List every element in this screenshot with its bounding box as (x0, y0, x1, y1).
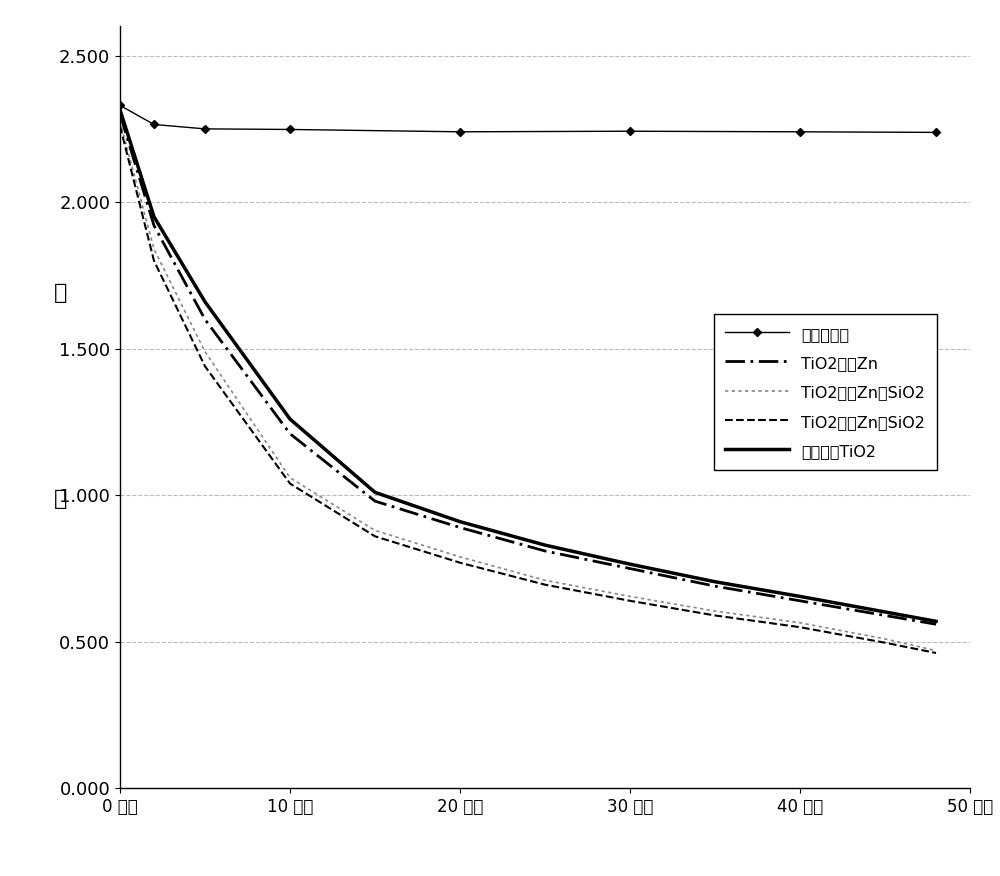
Line: 未掺杂的TiO2: 未掺杂的TiO2 (120, 110, 936, 621)
TiO2，低Zn (284, 428, 296, 439)
TiO2，低Zn (199, 314, 211, 325)
TiO2，低Zn，SiO2 (148, 244, 160, 254)
TiO2，低Zn (539, 546, 551, 556)
TiO2，低Zn，SiO2 (879, 633, 891, 644)
无纳米涂层 (114, 100, 126, 110)
Legend: 无纳米涂层, TiO2，低Zn, TiO2，低Zn，SiO2, TiO2，高Zn，SiO2, 未掺杂的TiO2: 无纳米涂层, TiO2，低Zn, TiO2，低Zn，SiO2, TiO2，高Zn… (714, 314, 937, 470)
TiO2，高Zn，SiO2 (930, 647, 942, 658)
未掺杂的TiO2 (709, 576, 721, 587)
无纳米涂层 (284, 124, 296, 135)
TiO2，低Zn，SiO2 (709, 606, 721, 617)
TiO2，低Zn，SiO2 (930, 646, 942, 656)
TiO2，高Zn，SiO2 (879, 638, 891, 648)
TiO2，高Zn，SiO2 (539, 579, 551, 590)
未掺杂的TiO2 (284, 413, 296, 424)
TiO2，低Zn，SiO2 (539, 575, 551, 585)
TiO2，高Zn，SiO2 (114, 121, 126, 131)
TiO2，高Zn，SiO2 (709, 611, 721, 621)
TiO2，低Zn (454, 522, 466, 533)
TiO2，低Zn (148, 221, 160, 231)
TiO2，低Zn (709, 581, 721, 591)
无纳米涂层 (199, 124, 211, 134)
未掺杂的TiO2 (624, 559, 636, 569)
TiO2，低Zn (114, 109, 126, 119)
TiO2，低Zn (624, 563, 636, 574)
Line: TiO2，低Zn，SiO2: TiO2，低Zn，SiO2 (120, 122, 936, 651)
未掺杂的TiO2 (930, 616, 942, 626)
未掺杂的TiO2 (114, 104, 126, 115)
TiO2，低Zn (794, 596, 806, 606)
TiO2，高Zn，SiO2 (624, 596, 636, 606)
未掺杂的TiO2 (454, 517, 466, 527)
TiO2，低Zn，SiO2 (794, 618, 806, 628)
TiO2，低Zn，SiO2 (114, 117, 126, 127)
Text: 收: 收 (54, 283, 67, 303)
无纳米涂层 (454, 126, 466, 137)
TiO2，高Zn，SiO2 (148, 256, 160, 266)
TiO2，高Zn，SiO2 (794, 622, 806, 632)
无纳米涂层 (794, 126, 806, 137)
未掺杂的TiO2 (539, 540, 551, 550)
Line: TiO2，高Zn，SiO2: TiO2，高Zn，SiO2 (120, 126, 936, 653)
TiO2，低Zn，SiO2 (624, 591, 636, 602)
TiO2，高Zn，SiO2 (369, 531, 381, 541)
TiO2，低Zn (930, 619, 942, 630)
TiO2，低Zn，SiO2 (284, 472, 296, 483)
TiO2，高Zn，SiO2 (284, 478, 296, 489)
Line: 无纳米涂层: 无纳米涂层 (117, 102, 939, 135)
TiO2，低Zn (879, 611, 891, 621)
TiO2，高Zn，SiO2 (199, 361, 211, 371)
Line: TiO2，低Zn: TiO2，低Zn (120, 114, 936, 625)
未掺杂的TiO2 (199, 297, 211, 307)
未掺杂的TiO2 (369, 487, 381, 498)
无纳米涂层 (930, 127, 942, 138)
TiO2，低Zn，SiO2 (199, 346, 211, 357)
未掺杂的TiO2 (794, 591, 806, 602)
TiO2，低Zn，SiO2 (369, 526, 381, 536)
Text: 吸: 吸 (54, 489, 67, 509)
无纳米涂层 (148, 119, 160, 130)
TiO2，高Zn，SiO2 (454, 557, 466, 568)
TiO2，低Zn，SiO2 (454, 552, 466, 562)
未掺杂的TiO2 (148, 212, 160, 223)
未掺杂的TiO2 (879, 607, 891, 618)
TiO2，低Zn (369, 496, 381, 506)
无纳米涂层 (624, 126, 636, 137)
